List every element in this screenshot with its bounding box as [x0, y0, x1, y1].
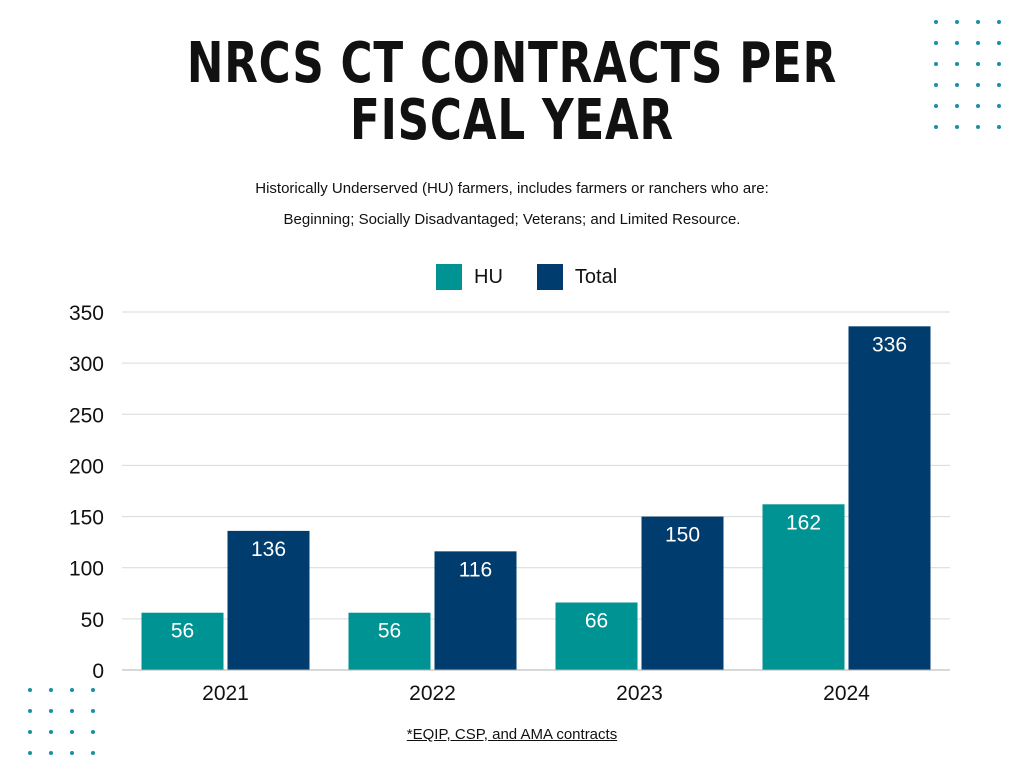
footnote: *EQIP, CSP, and AMA contracts — [406, 726, 618, 743]
decorative-dot — [955, 104, 959, 108]
data-label-total-2021: 136 — [251, 538, 286, 561]
decorative-dot — [91, 709, 95, 713]
data-label-hu-2021: 56 — [171, 620, 194, 643]
decorative-dot — [28, 709, 32, 713]
bar-hu-2024 — [762, 504, 845, 670]
data-label-hu-2022: 56 — [378, 620, 401, 643]
decorative-dot — [70, 751, 74, 755]
decorative-dot — [976, 41, 980, 45]
decorative-dot — [91, 751, 95, 755]
decorative-dot — [934, 20, 938, 24]
subtitle-line-1: Historically Underserved (HU) farmers, i… — [255, 180, 769, 197]
decorative-dot — [997, 41, 1001, 45]
y-tick-label: 150 — [69, 507, 104, 530]
legend-swatch-hu — [436, 264, 462, 290]
bar-total-2022 — [434, 551, 517, 670]
y-tick-label: 50 — [81, 609, 104, 632]
decorative-dot-grid-bottom-left — [28, 688, 95, 755]
x-tick-label-2023: 2023 — [616, 682, 663, 705]
legend-label-hu: HU — [474, 265, 503, 288]
decorative-dot — [955, 125, 959, 129]
y-tick-label: 100 — [69, 558, 104, 581]
bar-total-2024 — [848, 326, 931, 670]
decorative-dot — [976, 62, 980, 66]
data-label-total-2022: 116 — [459, 558, 492, 581]
y-tick-label: 350 — [69, 302, 104, 325]
decorative-dot — [976, 104, 980, 108]
decorative-dot — [934, 83, 938, 87]
bar-hu-2023 — [555, 602, 638, 670]
chart-title-line-2: FISCAL YEAR — [350, 88, 674, 153]
decorative-dot — [955, 20, 959, 24]
y-tick-label: 200 — [69, 455, 104, 478]
data-label-hu-2024: 162 — [786, 511, 821, 534]
data-label-hu-2023: 66 — [585, 609, 608, 632]
decorative-dot — [28, 730, 32, 734]
data-label-total-2023: 150 — [665, 524, 700, 547]
x-tick-label-2024: 2024 — [823, 682, 870, 705]
decorative-dot — [934, 104, 938, 108]
chart-title-line-1: NRCS CT CONTRACTS PER — [186, 31, 838, 96]
chart-legend: HU Total — [436, 262, 651, 292]
bar-chart: 56 136 56 116 66 150 162 336 0 50 100 150 200 250 300… — [69, 302, 950, 705]
decorative-dot-grid-top-right — [934, 20, 1001, 129]
x-tick-label-2021: 2021 — [202, 682, 249, 705]
legend-swatch-total — [536, 264, 563, 290]
decorative-dot — [934, 62, 938, 66]
decorative-dot — [28, 688, 32, 692]
y-tick-label: 250 — [69, 404, 104, 427]
y-tick-label: 300 — [69, 353, 104, 376]
bar-total-2023 — [641, 516, 724, 670]
decorative-dot — [49, 709, 53, 713]
decorative-dot — [997, 104, 1001, 108]
chart-title: NRCS CT CONTRACTS PER FISCAL YEAR — [0, 36, 1024, 149]
decorative-dot — [955, 83, 959, 87]
subtitle-line-2: Beginning; Socially Disadvantaged; Veter… — [283, 211, 741, 228]
bar-hu-2021 — [141, 612, 224, 670]
data-label-total-2024: 336 — [872, 333, 907, 356]
decorative-dot — [997, 62, 1001, 66]
decorative-dot — [997, 125, 1001, 129]
decorative-dot — [976, 20, 980, 24]
decorative-dot — [955, 62, 959, 66]
decorative-dot — [997, 20, 1001, 24]
decorative-dot — [955, 41, 959, 45]
title-footnote-marker: * — [660, 103, 668, 119]
decorative-dot — [49, 751, 53, 755]
bar-total-2021 — [227, 530, 310, 670]
decorative-dot — [28, 751, 32, 755]
legend-label-total: Total — [574, 265, 618, 288]
decorative-dot — [70, 688, 74, 692]
decorative-dot — [91, 688, 95, 692]
decorative-dot — [976, 83, 980, 87]
decorative-dot — [70, 709, 74, 713]
bar-hu-2022 — [348, 612, 431, 670]
decorative-dot — [976, 125, 980, 129]
x-tick-label-2022: 2022 — [409, 682, 456, 705]
decorative-dot — [70, 730, 74, 734]
decorative-dot — [91, 730, 95, 734]
decorative-dot — [49, 688, 53, 692]
decorative-dot — [934, 41, 938, 45]
decorative-dot — [934, 125, 938, 129]
decorative-dot — [49, 730, 53, 734]
y-tick-label: 0 — [92, 660, 104, 683]
decorative-dot — [997, 83, 1001, 87]
